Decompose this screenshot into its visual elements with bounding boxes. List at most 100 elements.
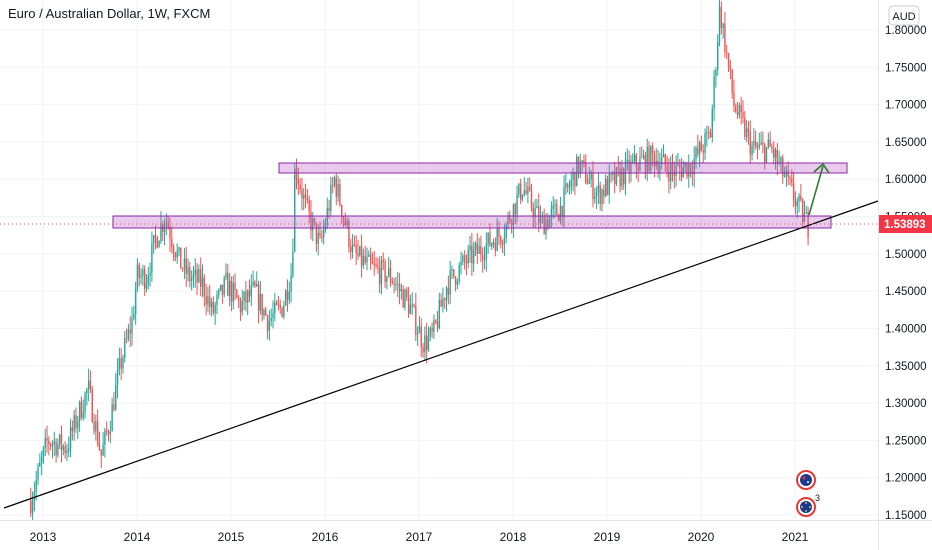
candle-body (44, 438, 46, 448)
candle-body (707, 132, 710, 134)
candle-body (595, 192, 598, 197)
candle-body (68, 448, 70, 452)
support-zone[interactable] (112, 215, 832, 229)
candle-body (492, 242, 495, 244)
candle-body (467, 250, 469, 264)
candle-body (530, 189, 533, 208)
candle-body (778, 161, 780, 163)
candle-body (48, 440, 50, 445)
candle-body (380, 260, 383, 285)
candle-body (192, 274, 195, 278)
trendline[interactable] (3, 200, 879, 509)
candle-body (726, 52, 728, 54)
price-axis[interactable]: 1.800001.750001.700001.650001.600001.550… (885, 25, 927, 522)
candle-body (415, 305, 417, 335)
candle-body (456, 281, 459, 285)
candle-body (169, 228, 171, 239)
candle-body (805, 212, 807, 214)
time-tick-label: 2013 (30, 530, 57, 544)
candle-body (272, 313, 274, 318)
candle-body (561, 206, 563, 217)
au-flag-event-icon[interactable] (796, 470, 816, 490)
candle-body (357, 252, 359, 256)
candle-body (626, 159, 629, 161)
candle-body (693, 159, 695, 175)
candle-body (579, 162, 582, 173)
candle-body (107, 432, 110, 434)
candle-body (106, 430, 108, 433)
candle-body (149, 272, 151, 276)
candle-body (472, 249, 475, 264)
candle-body (241, 300, 243, 313)
candle-body (624, 160, 627, 185)
candle-body (420, 326, 422, 347)
candle-body (682, 166, 685, 178)
candle-body (113, 404, 115, 411)
price-tick-label: 1.20000 (885, 473, 927, 485)
candle-body (288, 291, 290, 301)
candle-body (386, 276, 388, 282)
candle-body (219, 284, 222, 290)
candle-body (270, 317, 272, 321)
eu-flag-event-icon[interactable]: 3 (796, 493, 820, 517)
candle-body (664, 154, 666, 166)
candle-body (756, 146, 759, 148)
candle-body (290, 275, 292, 292)
grid-lines (0, 0, 878, 520)
candle-body (442, 298, 444, 307)
candle-body (565, 183, 567, 188)
candle-body (400, 289, 403, 292)
candle-body (615, 167, 618, 185)
candle-body (794, 199, 797, 207)
projection-arrow[interactable] (808, 162, 830, 216)
candle-body (104, 430, 106, 445)
candle-body (147, 275, 149, 284)
candle-body (471, 245, 473, 264)
candle-body (407, 297, 410, 314)
candle-body (677, 164, 679, 166)
candle-body (436, 322, 439, 328)
candle-body (198, 269, 200, 283)
candle-body (659, 164, 661, 173)
candle-body (167, 222, 169, 229)
candle-body (225, 272, 227, 278)
candle-body (754, 141, 757, 147)
candle-body (124, 338, 126, 358)
candle-body (438, 299, 441, 328)
candle-body (516, 194, 518, 215)
candle-body (633, 154, 636, 161)
candle-body (237, 297, 240, 301)
candle-body (501, 243, 504, 245)
candle-body (369, 254, 372, 262)
candle-body (256, 284, 258, 287)
candle-body (758, 144, 760, 148)
candle-body (445, 287, 448, 301)
candle-body (424, 335, 426, 353)
chart-title: Euro / Australian Dollar, 1W, FXCM (8, 6, 211, 21)
candle-body (745, 128, 748, 138)
currency-badge[interactable]: AUD (888, 5, 920, 26)
candle-body (435, 320, 437, 323)
candle-body (440, 299, 442, 307)
candle-body (286, 290, 289, 301)
resistance-zone[interactable] (278, 162, 848, 174)
candle-body (371, 261, 374, 264)
candle-body (541, 216, 544, 218)
candle-body (194, 269, 196, 275)
candle-body (109, 431, 112, 434)
candle-body (382, 260, 384, 262)
candle-body (301, 189, 303, 199)
candle-body (409, 304, 412, 314)
candle-body (33, 491, 36, 502)
candle-body (769, 139, 771, 147)
candle-body (37, 466, 39, 480)
candle-body (729, 66, 732, 70)
candle-body (355, 245, 357, 253)
candle-body (548, 216, 551, 228)
time-axis[interactable]: 2013 2014 2015 2016 2017 2018 2019 2020 2021 (30, 530, 809, 544)
candle-body (449, 269, 451, 295)
price-tick-label: 1.65000 (885, 137, 927, 149)
candle-body (491, 243, 493, 246)
candle-body (807, 212, 809, 238)
